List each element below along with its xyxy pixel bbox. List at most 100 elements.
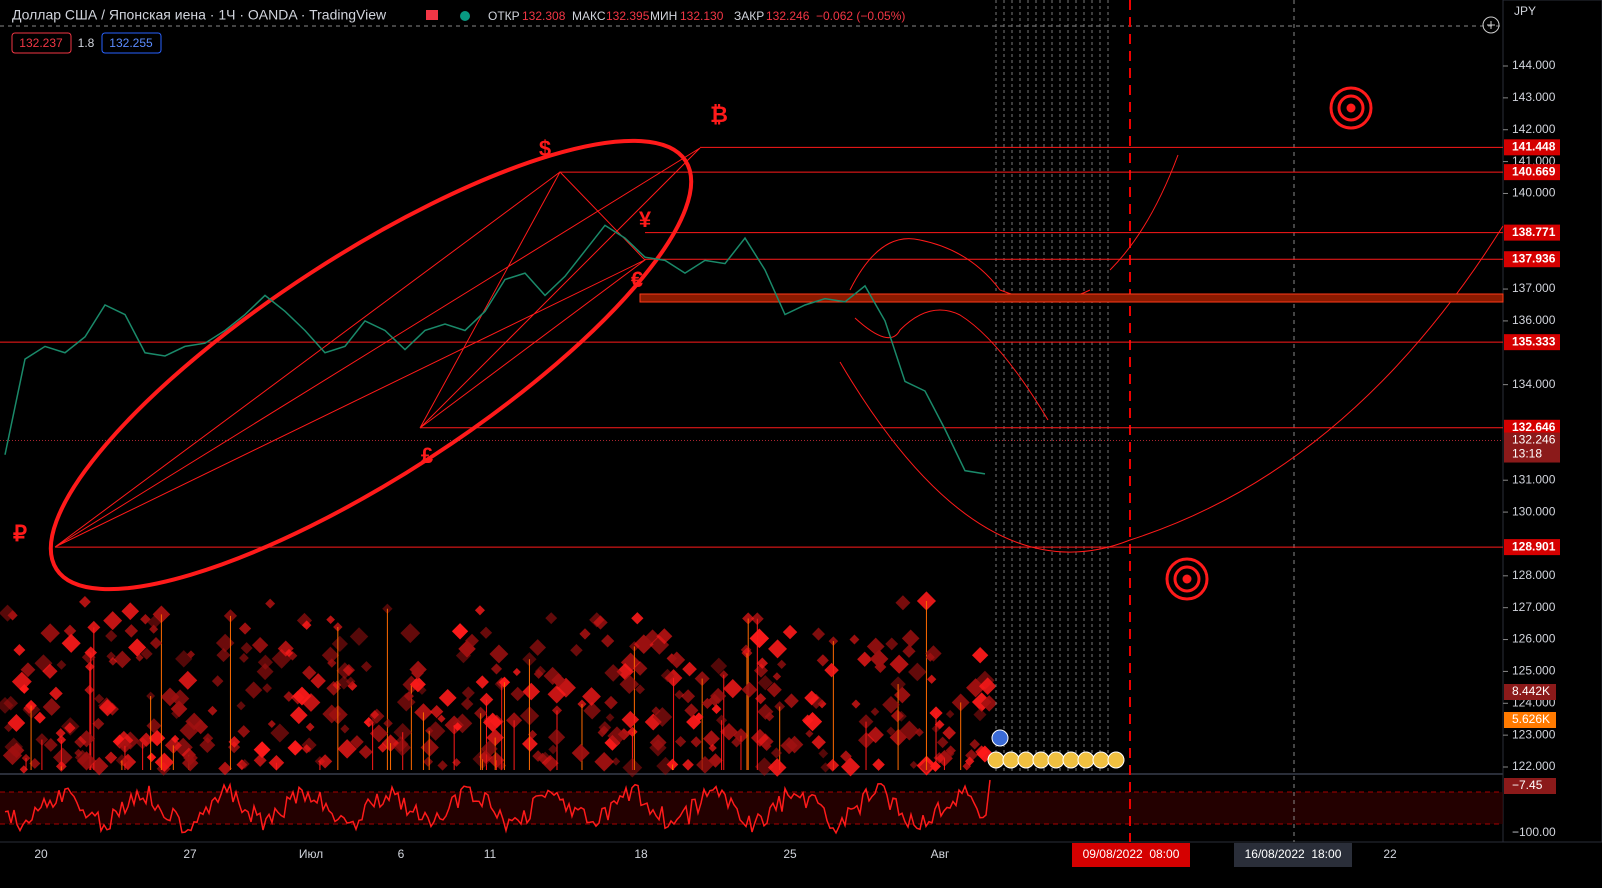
price-tick-label: 144.000 <box>1512 58 1556 72</box>
volume-glyph <box>489 714 504 729</box>
volume-glyph <box>52 747 73 768</box>
volume-glyph <box>455 648 472 664</box>
volume-glyph <box>369 724 388 743</box>
volume-glyph <box>256 663 274 681</box>
volume-glyph <box>79 595 91 608</box>
volume-glyph <box>171 708 183 719</box>
volume-glyph <box>478 749 493 764</box>
ohlc-label: МИН <box>650 9 677 23</box>
ohlc-label: МАКС <box>572 9 606 23</box>
oscillator-band <box>0 792 1503 824</box>
volume-glyph <box>301 693 321 712</box>
volume-glyph <box>774 701 786 712</box>
volume-glyph <box>812 627 826 641</box>
volume-glyph <box>782 624 798 640</box>
volume-glyph <box>49 686 63 701</box>
volume-glyph <box>207 705 218 716</box>
volume-glyph <box>453 722 463 732</box>
volume-glyph <box>350 735 364 749</box>
volume-glyph <box>183 750 198 766</box>
volume-glyph <box>4 722 14 733</box>
price-line <box>4 224 986 475</box>
volume-glyph <box>682 758 694 771</box>
ask-box[interactable] <box>101 32 162 54</box>
ask[interactable]: 132.255 <box>109 36 153 50</box>
time-label: 27 <box>183 847 197 861</box>
volume-glyph <box>146 752 157 763</box>
volume-glyph <box>635 684 645 695</box>
volume-glyph <box>20 662 36 678</box>
bid-box[interactable] <box>11 32 72 54</box>
volume-glyph <box>77 730 96 748</box>
volume-glyph <box>694 671 710 687</box>
add-button[interactable] <box>1482 16 1500 34</box>
volume-glyph <box>251 636 269 654</box>
volume-glyph <box>465 633 479 648</box>
volume-glyph <box>908 662 927 682</box>
time-axis <box>0 842 1602 888</box>
volume-glyph <box>971 647 989 664</box>
volume-glyph <box>358 745 373 760</box>
currency-symbol: ¥ <box>639 207 652 232</box>
price-tick-label: 126.000 <box>1512 632 1556 646</box>
price-tick-label: 136.000 <box>1512 313 1556 327</box>
event-icon <box>1107 751 1125 769</box>
volume-glyph <box>480 740 498 758</box>
symbol: Доллар США / Японская иена · 1Ч · OANDA … <box>12 7 387 23</box>
volume-glyph <box>510 686 525 702</box>
volume-glyph <box>113 650 132 669</box>
price-tick-label: 142.000 <box>1512 122 1556 136</box>
volume-glyph <box>570 643 583 657</box>
target <box>1337 94 1365 122</box>
volume-glyph <box>870 707 880 717</box>
volume-glyph <box>684 703 699 718</box>
volume-glyph <box>409 676 426 693</box>
volume-glyph <box>42 697 61 716</box>
volume-glyph <box>171 734 180 744</box>
volume-glyph <box>317 754 333 769</box>
event-icon <box>1047 751 1065 769</box>
volume-glyph <box>945 709 955 719</box>
volume-glyph <box>532 750 544 762</box>
arc <box>839 225 1504 553</box>
volume-label: 5.626K <box>1512 712 1550 726</box>
volume-glyph <box>929 760 941 772</box>
volume-glyph <box>202 732 214 744</box>
volume-glyph <box>551 673 566 688</box>
volume-glyph <box>461 686 475 700</box>
last-price-box <box>1504 432 1560 463</box>
volume-glyph <box>393 738 412 757</box>
volume-glyph <box>42 663 58 679</box>
volume-glyph <box>522 652 537 667</box>
volume-glyph <box>460 697 474 711</box>
volume-glyph <box>170 689 190 708</box>
event-icon <box>1032 751 1050 769</box>
ellipse <box>48 138 694 592</box>
volume-glyph <box>594 752 614 772</box>
ohlc-value: 132.395 <box>606 9 650 23</box>
volume-glyph <box>753 663 769 678</box>
volume-glyph <box>804 690 820 706</box>
currency-symbol: $ <box>539 136 551 161</box>
volume-glyph <box>253 741 271 759</box>
volume-glyph <box>218 761 232 776</box>
bid[interactable]: 132.237 <box>19 36 63 50</box>
event-icon <box>1017 751 1035 769</box>
currency[interactable]: JPY <box>1514 4 1536 18</box>
volume-glyph <box>723 679 743 699</box>
volume-glyph <box>703 730 720 748</box>
volume-glyph <box>489 644 509 664</box>
volume-glyph <box>383 718 393 729</box>
zone <box>639 293 1504 303</box>
volume-glyph <box>270 723 290 743</box>
ohlc-value: 132.246 <box>766 9 810 23</box>
volume-glyph <box>239 653 249 663</box>
volume-glyph <box>92 717 105 730</box>
volume-glyph <box>186 650 195 659</box>
cursor-label: 09/08/2022 08:00 <box>1083 847 1180 861</box>
volume-glyph <box>866 637 885 656</box>
volume-glyph <box>104 751 118 764</box>
volume-glyph <box>377 742 388 753</box>
volume-glyph <box>649 734 667 751</box>
volume-glyph <box>193 719 209 735</box>
